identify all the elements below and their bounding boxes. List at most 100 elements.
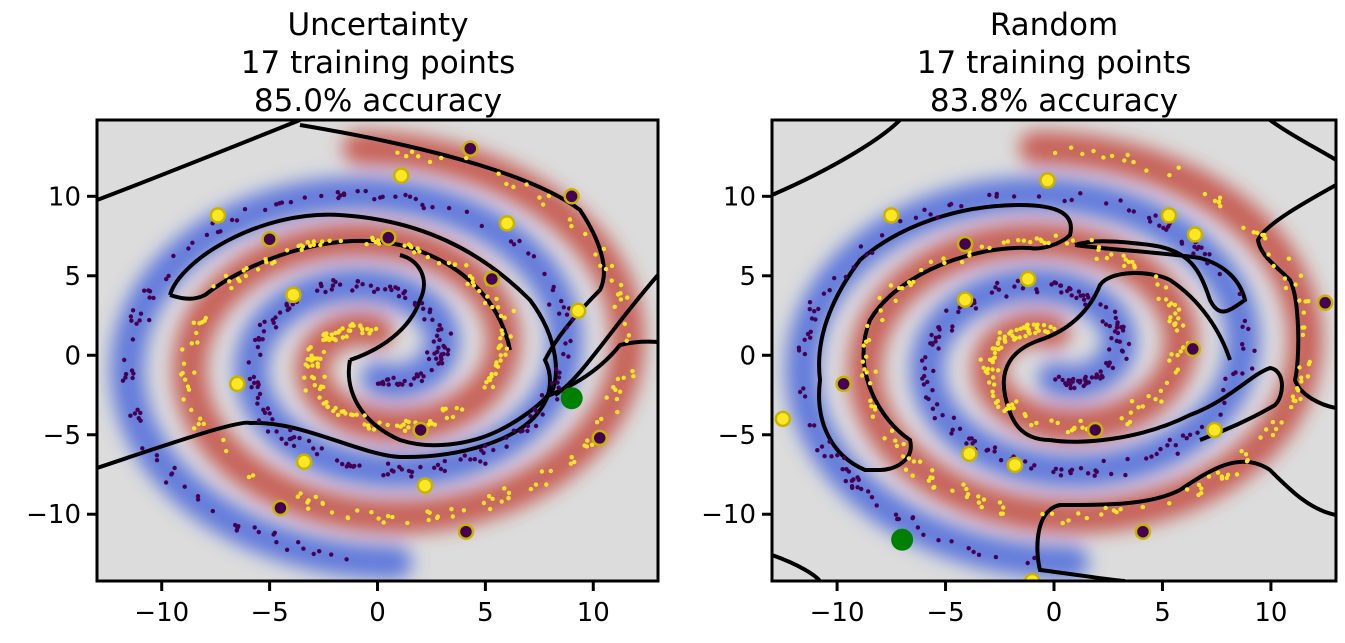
class0-sample-dot: [1107, 323, 1113, 329]
class1-sample-dot: [869, 404, 874, 409]
class0-sample-dot: [386, 382, 391, 387]
class1-sample-dot: [481, 500, 487, 506]
class0-sample-dot: [425, 350, 430, 355]
class0-sample-dot: [255, 384, 260, 390]
class1-sample-dot: [306, 347, 311, 352]
class1-sample-dot: [365, 423, 371, 428]
class0-sample-dot: [956, 309, 961, 315]
class0-sample-dot: [1069, 197, 1074, 203]
class1-sample-dot: [444, 415, 450, 421]
class0-sample-dot: [1107, 347, 1112, 352]
class1-sample-dot: [486, 494, 492, 499]
class1-sample-dot: [310, 363, 315, 368]
class0-sample-dot: [172, 465, 177, 471]
class0-sample-dot: [333, 279, 338, 285]
class1-sample-dot: [436, 261, 442, 266]
class1-sample-dot: [901, 441, 906, 447]
training-point-class1: [229, 375, 246, 393]
class0-sample-dot: [959, 204, 964, 209]
class0-sample-dot: [354, 284, 359, 289]
class0-sample-dot: [1153, 213, 1158, 218]
training-point-class0: [272, 499, 289, 517]
class1-sample-dot: [1297, 298, 1302, 303]
class0-sample-dot: [929, 332, 934, 338]
class1-sample-dot: [377, 420, 382, 425]
class0-sample-dot: [255, 401, 260, 406]
class0-sample-dot: [431, 339, 436, 344]
class1-sample-dot: [477, 288, 482, 294]
training-point-class1: [1006, 456, 1024, 474]
class0-sample-dot: [1094, 372, 1100, 377]
class1-sample-dot: [1031, 322, 1037, 327]
training-point-class1: [774, 410, 792, 428]
y-tick-label: 10: [48, 182, 81, 212]
class0-sample-dot: [985, 447, 991, 452]
class1-sample-dot: [1080, 425, 1085, 430]
class0-sample-dot: [147, 317, 152, 323]
class0-sample-dot: [859, 486, 864, 492]
training-point-class1: [498, 215, 516, 232]
class1-sample-dot: [321, 337, 326, 343]
class1-sample-dot: [1306, 362, 1312, 367]
class1-sample-dot: [348, 412, 354, 417]
class1-sample-dot: [425, 254, 430, 260]
class0-sample-dot: [812, 309, 817, 314]
class0-sample-dot: [849, 478, 855, 483]
class1-sample-dot: [1034, 420, 1039, 426]
class1-sample-dot: [1126, 259, 1132, 265]
class0-sample-dot: [265, 406, 271, 411]
class0-sample-dot: [1058, 283, 1064, 288]
class1-sample-dot: [504, 181, 509, 187]
class1-sample-dot: [340, 335, 345, 340]
class0-sample-dot: [1223, 376, 1228, 381]
class0-sample-dot: [138, 311, 144, 316]
class1-sample-dot: [1212, 198, 1218, 204]
class0-sample-dot: [555, 397, 560, 402]
class1-sample-dot: [880, 317, 885, 323]
class0-sample-dot: [1068, 469, 1073, 474]
class0-sample-dot: [182, 484, 187, 489]
class0-sample-dot: [273, 325, 279, 330]
class1-sample-dot: [864, 339, 869, 344]
class1-sample-dot: [1035, 322, 1040, 327]
class0-sample-dot: [128, 314, 134, 319]
class0-sample-dot: [395, 286, 401, 291]
class0-sample-dot: [255, 395, 261, 401]
class0-sample-dot: [130, 308, 136, 313]
class0-sample-dot: [323, 289, 328, 295]
class0-sample-dot: [971, 549, 976, 555]
y-axis-ticks: −10 −5 0 5 10: [701, 182, 772, 530]
class0-sample-dot: [851, 265, 856, 270]
class1-sample-dot: [306, 506, 311, 511]
class1-sample-dot: [303, 362, 308, 367]
class0-sample-dot: [827, 439, 832, 444]
class1-sample-dot: [1080, 151, 1085, 157]
class0-sample-dot: [1094, 469, 1100, 474]
class0-sample-dot: [483, 461, 488, 466]
class1-sample-dot: [189, 341, 194, 346]
class0-sample-dot: [169, 472, 174, 477]
class0-sample-dot: [434, 356, 439, 361]
class0-sample-dot: [267, 411, 272, 416]
class1-sample-dot: [1174, 328, 1180, 333]
panel-random: Random 17 training points 83.8% accuracy…: [701, 7, 1338, 628]
class0-sample-dot: [1078, 191, 1083, 196]
class0-sample-dot: [1068, 286, 1073, 292]
class1-sample-dot: [1293, 282, 1298, 287]
class0-sample-dot: [1069, 293, 1074, 298]
training-point-class1: [1206, 421, 1223, 439]
class1-sample-dot: [1178, 349, 1183, 354]
class1-sample-dot: [1169, 301, 1174, 306]
class1-sample-dot: [1164, 380, 1170, 386]
class0-sample-dot: [802, 337, 807, 342]
class0-sample-dot: [1180, 433, 1186, 438]
class1-sample-dot: [624, 338, 629, 343]
class0-sample-dot: [972, 439, 978, 444]
class0-sample-dot: [1173, 443, 1179, 448]
class1-sample-dot: [985, 370, 990, 376]
title-line-3: 83.8% accuracy: [930, 83, 1178, 119]
class0-sample-dot: [827, 288, 832, 293]
class0-sample-dot: [1114, 325, 1120, 330]
class1-sample-dot: [868, 398, 873, 403]
class1-sample-dot: [1176, 307, 1182, 312]
